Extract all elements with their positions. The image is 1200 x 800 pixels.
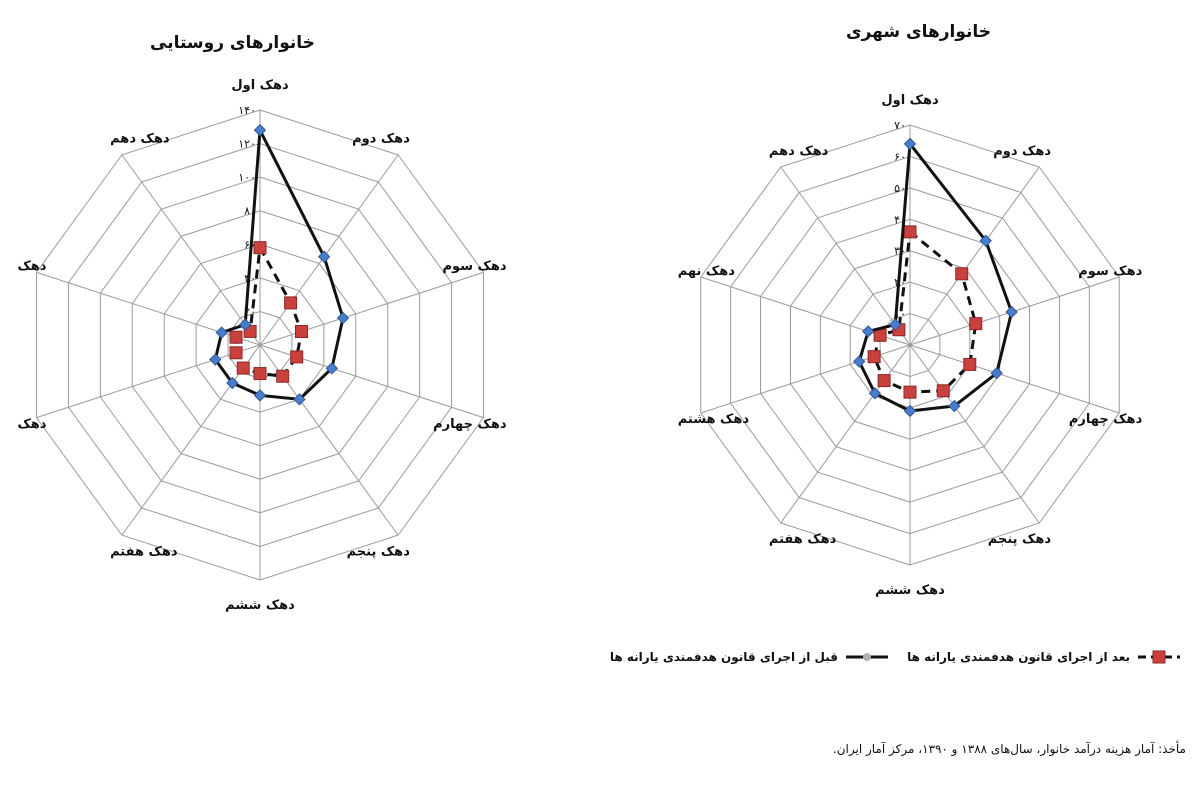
grid-spoke — [36, 271, 261, 346]
series-after-point — [936, 384, 950, 398]
rural-chart-title: خانوارهای روستایی — [150, 33, 315, 53]
series-before-point — [253, 123, 267, 137]
series-after-point — [236, 361, 250, 375]
grid-spoke — [36, 344, 261, 419]
radial-tick-label: ۱۰۰ — [238, 171, 256, 184]
category-label: دهک دهم — [110, 132, 170, 147]
series-after-point — [903, 385, 917, 399]
radial-tick-label: ۴۰ — [894, 213, 906, 226]
legend-before-swatch — [846, 653, 888, 661]
legend-item-after: بعد از اجرای قانون هدفمندی یارانه ها — [907, 650, 1182, 664]
urban-chart-title: خانوارهای شهری — [846, 22, 992, 42]
grid-spoke — [909, 344, 1040, 524]
series-before-point — [868, 387, 882, 400]
category-label: دهک سوم — [443, 259, 507, 274]
category-label: دهک پنجم — [988, 532, 1052, 547]
series-after-point — [253, 367, 267, 381]
series-before-point — [861, 325, 875, 338]
legend-after-label: بعد از اجرای قانون هدفمندی یارانه ها — [907, 650, 1130, 664]
series-before-point — [238, 318, 252, 331]
series-after-point — [877, 374, 891, 388]
category-label: دهک — [17, 417, 46, 432]
radial-tick-label: ۸۰ — [244, 205, 256, 218]
rural-radar-chart: خانوارهای روستایی ۲۰ ۴۰ ۶۰ ۸۰ ۱۰۰ ۱۲۰ ۱۴۰ دهک ا… — [0, 0, 600, 640]
radial-tick-label: ۶۰ — [894, 150, 906, 163]
legend-after-swatch — [1138, 650, 1180, 664]
category-label: دهک پنجم — [347, 544, 411, 559]
category-label: دهک چهارم — [1069, 412, 1143, 427]
series-before-point — [215, 326, 228, 339]
series-after-point — [955, 267, 969, 281]
series-after-point — [284, 296, 298, 310]
category-label: دهک نهم — [678, 264, 736, 279]
series-before-point — [336, 311, 350, 325]
series-before-point — [903, 137, 917, 151]
series-after-point — [276, 369, 290, 383]
grid-spoke — [121, 344, 261, 536]
series-before-point — [852, 355, 866, 368]
series-before-point — [889, 318, 902, 331]
urban-radar-chart: خانوارهای شهری ۱۰ ۲۰ ۳۰ ۴۰ ۵۰ ۶۰ ۷۰ دهک اول دهک … — [600, 0, 1200, 640]
series-before-point — [226, 376, 239, 390]
radial-tick-label: ۵۰ — [894, 182, 906, 195]
series-before-point — [903, 404, 917, 418]
category-label: دهک ششم — [875, 583, 945, 598]
category-label: دهک دهم — [769, 144, 829, 159]
series-after-point — [295, 325, 309, 339]
category-label: دهک — [17, 259, 46, 274]
category-label: دهک اول — [881, 93, 939, 108]
radial-tick-label: ۲۰ — [244, 305, 256, 318]
series-before-point — [1005, 305, 1018, 319]
series-before-point — [293, 393, 306, 406]
category-label: دهک ششم — [225, 598, 295, 613]
category-label: دهک دوم — [352, 132, 410, 147]
grid-spoke — [909, 166, 1040, 346]
source-note: مأخذ: آمار هزینه درآمد خانوار، سال‌های ۱… — [832, 742, 1186, 756]
category-label: دهک سوم — [1078, 264, 1142, 279]
grid-spoke — [121, 154, 261, 346]
series-before-point — [325, 362, 339, 375]
legend-item-before: قبل از اجرای قانون هدفمندی یارانه ها — [610, 650, 890, 664]
series-after-point — [963, 357, 977, 371]
series-after-point — [867, 350, 881, 364]
radial-tick-label: ۱۰ — [894, 308, 906, 321]
series-before-point — [253, 389, 267, 402]
grid-spoke — [909, 344, 1120, 414]
series-after-point — [290, 350, 304, 364]
category-label: دهک دوم — [993, 144, 1051, 159]
radial-tick-label: ۷۰ — [894, 119, 906, 132]
grid-spoke — [259, 154, 399, 346]
radial-tick-label: ۱۴۰ — [238, 104, 256, 117]
category-label: دهک هفتم — [110, 544, 178, 559]
series-before-point — [948, 399, 961, 413]
series-after-point — [229, 346, 243, 360]
series-after-point — [969, 317, 983, 331]
series-after-point — [903, 225, 917, 239]
series-after-point — [253, 241, 267, 255]
category-label: دهک هفتم — [769, 532, 837, 547]
legend-before-label: قبل از اجرای قانون هدفمندی یارانه ها — [609, 650, 838, 664]
grid-spoke — [780, 166, 911, 346]
series-after-point — [873, 328, 887, 342]
category-label: دهک هشتم — [678, 412, 750, 427]
series-before-point — [979, 234, 992, 247]
category-label: دهک اول — [231, 78, 289, 93]
series-before-point — [990, 366, 1003, 380]
series-after-point — [229, 330, 243, 344]
radial-tick-label: ۱۲۰ — [238, 138, 256, 151]
series-before-point — [209, 353, 222, 366]
series-before-point — [317, 250, 331, 263]
category-label: دهک چهارم — [433, 417, 507, 432]
legend: بعد از اجرای قانون هدفمندی یارانه ها قبل… — [600, 650, 1190, 674]
